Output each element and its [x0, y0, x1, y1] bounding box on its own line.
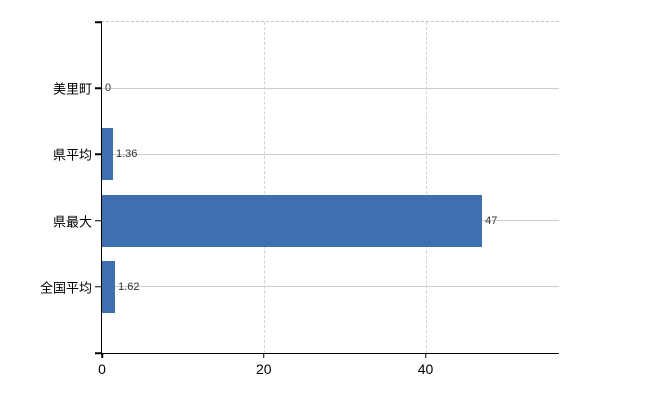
- bar-1: [102, 128, 113, 181]
- x-axis-tick-label: 20: [255, 361, 272, 377]
- y-axis-tick: [95, 219, 102, 222]
- horizontal-gridline: [102, 286, 559, 288]
- value-label: 0: [105, 82, 112, 95]
- x-axis-tick-label: 40: [417, 361, 434, 377]
- value-label: 1.62: [118, 280, 140, 293]
- y-axis-end-tick: [95, 21, 102, 23]
- value-label: 47: [485, 214, 498, 227]
- y-axis-end-tick: [95, 352, 102, 354]
- x-axis-tick: [424, 353, 427, 358]
- y-axis-tick: [95, 286, 102, 288]
- x-axis-tick: [263, 353, 265, 358]
- category-label: 県平均: [52, 147, 92, 163]
- y-axis-tick: [95, 87, 102, 89]
- x-axis-tick-label: 0: [98, 361, 106, 377]
- bar-2: [102, 194, 483, 247]
- category-label: 県最大: [52, 214, 92, 230]
- x-axis-tick: [101, 353, 103, 358]
- vertical-gridline: [263, 22, 265, 353]
- bar-3: [102, 260, 116, 313]
- vertical-gridline: [425, 22, 427, 353]
- value-label: 1.36: [116, 148, 138, 161]
- category-label: 美里町: [52, 81, 92, 97]
- category-label: 全国平均: [39, 280, 92, 296]
- plot-area: 0 20 40 美里町 0 県平均 1.36 県最大 47 全国平均 1.62: [40, 21, 559, 377]
- horizontal-gridline: [102, 153, 559, 155]
- y-axis-tick: [95, 153, 102, 156]
- horizontal-gridline: [102, 87, 559, 89]
